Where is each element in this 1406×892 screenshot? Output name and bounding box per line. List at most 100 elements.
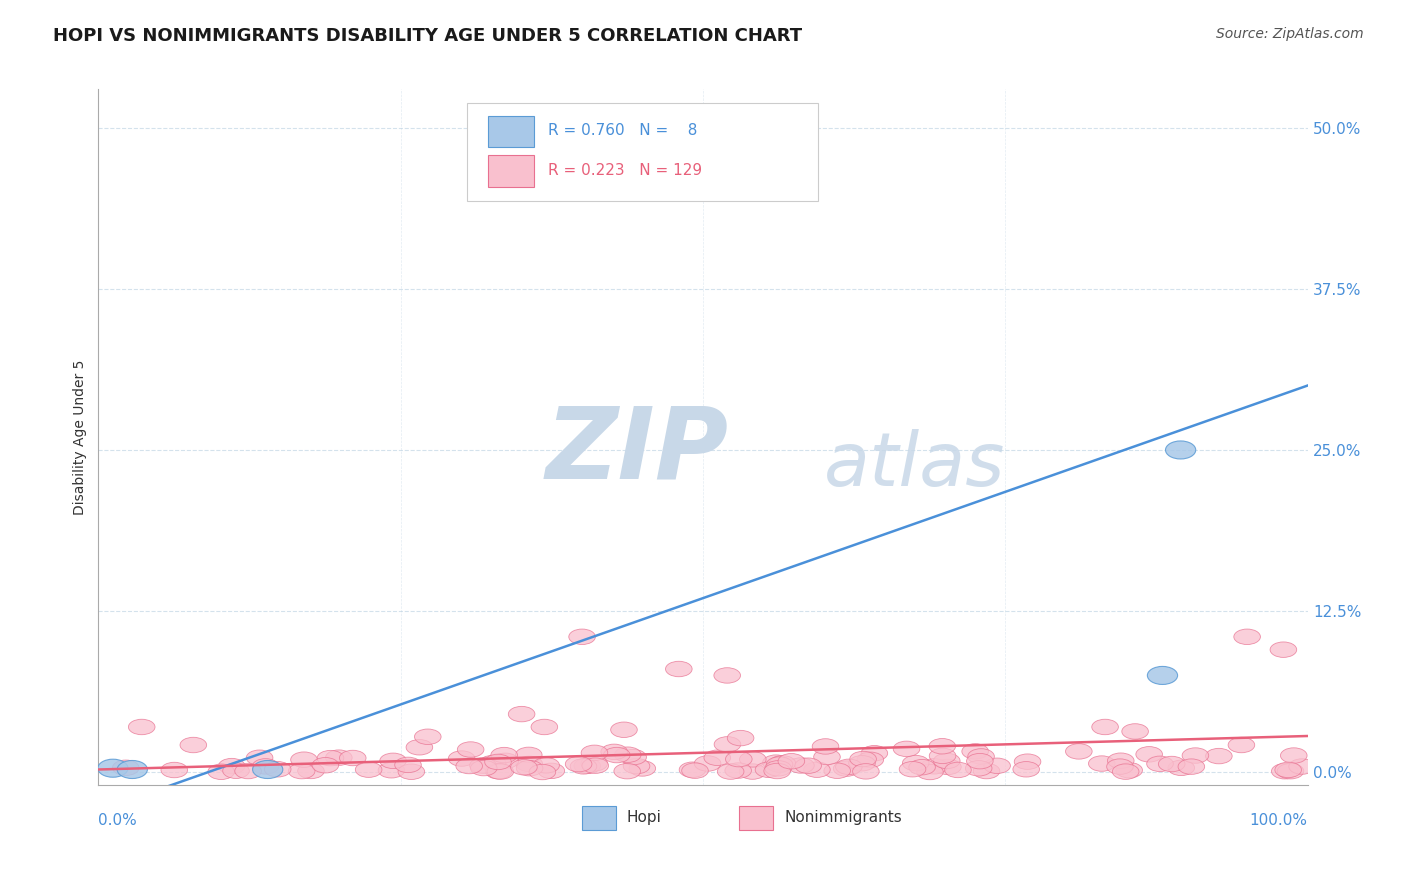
- Ellipse shape: [356, 762, 382, 778]
- Ellipse shape: [1147, 666, 1178, 684]
- Ellipse shape: [1270, 642, 1296, 657]
- Ellipse shape: [298, 764, 325, 779]
- Ellipse shape: [533, 757, 560, 773]
- Text: Source: ZipAtlas.com: Source: ZipAtlas.com: [1216, 27, 1364, 41]
- Ellipse shape: [538, 764, 565, 779]
- Ellipse shape: [929, 739, 956, 754]
- Ellipse shape: [1166, 441, 1195, 459]
- Ellipse shape: [98, 759, 128, 777]
- Ellipse shape: [893, 741, 920, 756]
- Ellipse shape: [1012, 762, 1039, 777]
- Ellipse shape: [252, 759, 278, 774]
- Ellipse shape: [614, 747, 641, 763]
- Ellipse shape: [967, 748, 994, 764]
- Ellipse shape: [1271, 764, 1298, 779]
- Ellipse shape: [1107, 759, 1133, 774]
- Text: Nonimmigrants: Nonimmigrants: [785, 810, 901, 825]
- Ellipse shape: [471, 760, 498, 776]
- Ellipse shape: [740, 764, 766, 780]
- Ellipse shape: [581, 745, 607, 761]
- Ellipse shape: [1108, 753, 1135, 768]
- Ellipse shape: [380, 753, 406, 769]
- Ellipse shape: [246, 750, 273, 765]
- Ellipse shape: [318, 750, 344, 766]
- Ellipse shape: [966, 761, 993, 776]
- Ellipse shape: [614, 764, 641, 779]
- Ellipse shape: [852, 764, 879, 779]
- Ellipse shape: [682, 763, 709, 779]
- Ellipse shape: [571, 758, 596, 774]
- Ellipse shape: [962, 744, 988, 759]
- Ellipse shape: [326, 750, 352, 765]
- Ellipse shape: [449, 751, 475, 766]
- Ellipse shape: [628, 761, 655, 776]
- Ellipse shape: [456, 758, 482, 773]
- Ellipse shape: [695, 756, 721, 772]
- Ellipse shape: [1281, 747, 1308, 764]
- Ellipse shape: [582, 758, 609, 773]
- Ellipse shape: [858, 752, 883, 767]
- Ellipse shape: [128, 719, 155, 735]
- Ellipse shape: [900, 762, 925, 777]
- Ellipse shape: [762, 755, 789, 771]
- Ellipse shape: [222, 763, 249, 779]
- FancyBboxPatch shape: [582, 805, 616, 830]
- Ellipse shape: [849, 751, 876, 767]
- Ellipse shape: [180, 738, 207, 753]
- Ellipse shape: [765, 761, 792, 776]
- Ellipse shape: [581, 756, 607, 771]
- Ellipse shape: [470, 758, 496, 773]
- Ellipse shape: [929, 748, 956, 764]
- Ellipse shape: [769, 756, 796, 771]
- Ellipse shape: [291, 752, 318, 767]
- Ellipse shape: [945, 762, 972, 778]
- Ellipse shape: [778, 754, 804, 769]
- Text: atlas: atlas: [824, 429, 1005, 501]
- Ellipse shape: [665, 661, 692, 677]
- Ellipse shape: [253, 761, 283, 779]
- Ellipse shape: [117, 761, 148, 779]
- Ellipse shape: [1112, 764, 1139, 780]
- Ellipse shape: [112, 760, 139, 775]
- Ellipse shape: [717, 764, 744, 780]
- Text: HOPI VS NONIMMIGRANTS DISABILITY AGE UNDER 5 CORRELATION CHART: HOPI VS NONIMMIGRANTS DISABILITY AGE UND…: [53, 27, 803, 45]
- Ellipse shape: [509, 706, 534, 722]
- Ellipse shape: [569, 629, 595, 645]
- Text: R = 0.223   N = 129: R = 0.223 N = 129: [548, 163, 703, 178]
- Text: 0.0%: 0.0%: [98, 813, 138, 828]
- Ellipse shape: [264, 762, 291, 777]
- FancyBboxPatch shape: [740, 805, 773, 830]
- Ellipse shape: [1275, 762, 1302, 778]
- Ellipse shape: [485, 764, 512, 779]
- FancyBboxPatch shape: [488, 155, 534, 186]
- Ellipse shape: [531, 719, 558, 735]
- Ellipse shape: [740, 752, 766, 767]
- Ellipse shape: [406, 739, 433, 755]
- Ellipse shape: [288, 764, 315, 779]
- Ellipse shape: [1088, 756, 1115, 772]
- Ellipse shape: [378, 763, 405, 778]
- Ellipse shape: [766, 756, 793, 772]
- Ellipse shape: [529, 764, 555, 780]
- Ellipse shape: [934, 753, 960, 769]
- Ellipse shape: [415, 729, 441, 745]
- Ellipse shape: [600, 744, 627, 760]
- Ellipse shape: [935, 759, 962, 774]
- Ellipse shape: [516, 761, 543, 776]
- Ellipse shape: [620, 749, 647, 764]
- Ellipse shape: [725, 751, 752, 767]
- Ellipse shape: [235, 764, 262, 779]
- Ellipse shape: [610, 722, 637, 738]
- Ellipse shape: [860, 746, 887, 761]
- Ellipse shape: [1116, 763, 1143, 778]
- Ellipse shape: [804, 762, 830, 778]
- Ellipse shape: [491, 747, 517, 763]
- Ellipse shape: [714, 737, 741, 752]
- Ellipse shape: [1092, 719, 1118, 735]
- Ellipse shape: [824, 763, 851, 779]
- Ellipse shape: [218, 758, 245, 774]
- Ellipse shape: [763, 764, 790, 779]
- Ellipse shape: [339, 750, 366, 765]
- Ellipse shape: [908, 759, 935, 775]
- Ellipse shape: [1205, 748, 1232, 764]
